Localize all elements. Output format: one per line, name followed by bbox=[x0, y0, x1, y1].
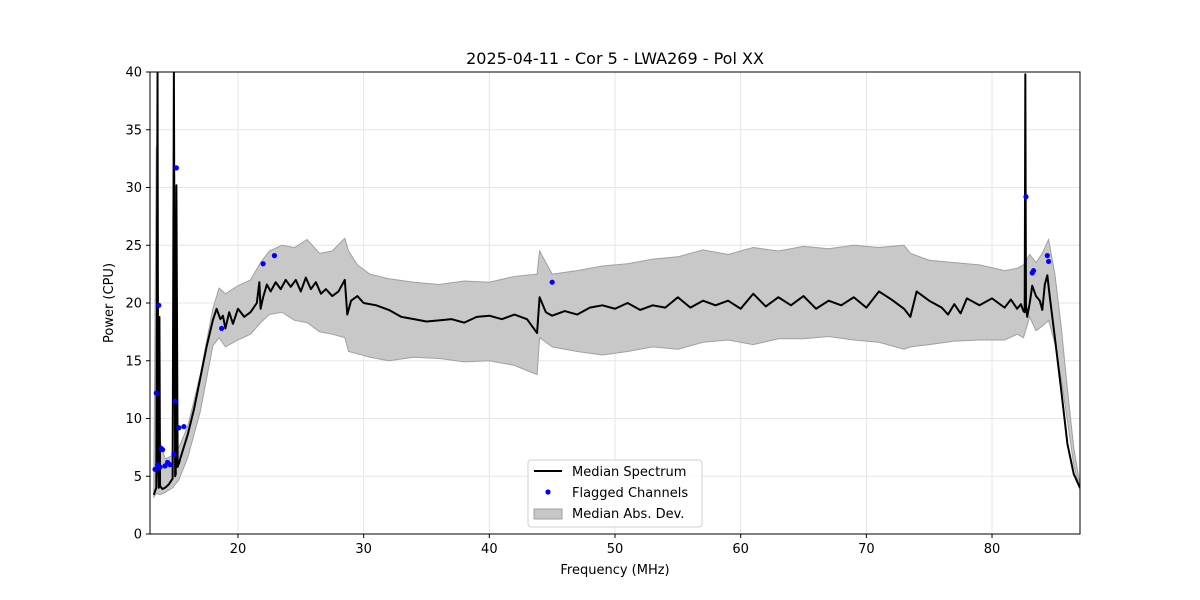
legend-mad-swatch bbox=[533, 508, 563, 520]
flagged-channel-point bbox=[1023, 194, 1029, 200]
y-tick-label: 35 bbox=[125, 123, 142, 138]
x-tick-label: 50 bbox=[607, 542, 624, 557]
y-tick-label: 40 bbox=[125, 66, 142, 81]
flagged-channel-point bbox=[1045, 258, 1052, 265]
flagged-channel-point bbox=[173, 165, 179, 171]
y-tick-label: 15 bbox=[125, 354, 142, 369]
flagged-channel-point bbox=[549, 279, 555, 285]
y-axis: 0 5 10 15 20 25 30 35 40 bbox=[125, 66, 150, 543]
legend-flagged-label: Flagged Channels bbox=[572, 486, 688, 501]
y-tick-label: 30 bbox=[125, 181, 142, 196]
x-tick-label: 70 bbox=[858, 542, 875, 557]
flagged-channel-point bbox=[153, 390, 159, 396]
y-tick-label: 25 bbox=[125, 239, 142, 254]
x-axis-label: Frequency (MHz) bbox=[560, 563, 669, 578]
flagged-channel-point bbox=[172, 398, 178, 404]
flagged-channel-point bbox=[219, 325, 225, 332]
flagged-channel-point bbox=[171, 451, 177, 457]
flagged-channel-point bbox=[157, 464, 163, 470]
flagged-channel-point bbox=[260, 261, 266, 267]
y-tick-label: 10 bbox=[125, 412, 142, 427]
flagged-channel-point bbox=[1044, 253, 1050, 259]
x-tick-label: 80 bbox=[984, 542, 1001, 557]
legend-mad-label: Median Abs. Dev. bbox=[572, 507, 684, 522]
plot-area bbox=[152, 72, 1080, 499]
y-tick-label: 0 bbox=[134, 528, 142, 543]
y-axis-label: Power (CPU) bbox=[102, 263, 117, 343]
y-tick-label: 5 bbox=[134, 470, 142, 485]
y-tick-label: 20 bbox=[125, 297, 142, 312]
flagged-channel-point bbox=[176, 425, 182, 431]
flagged-channel-point bbox=[152, 466, 158, 472]
legend: Median Spectrum Flagged Channels Median … bbox=[527, 459, 703, 528]
median-spectrum-line bbox=[152, 72, 1080, 496]
mad-band bbox=[153, 147, 1080, 499]
legend-flagged-swatch bbox=[545, 489, 551, 495]
legend-box bbox=[527, 459, 703, 528]
x-tick-label: 20 bbox=[230, 542, 247, 557]
flagged-channel-point bbox=[159, 447, 166, 453]
x-tick-label: 40 bbox=[481, 542, 498, 557]
chart-title: 2025-04-11 - Cor 5 - LWA269 - Pol XX bbox=[466, 49, 764, 68]
legend-median-label: Median Spectrum bbox=[572, 465, 686, 480]
flagged-channels-points bbox=[152, 165, 1052, 472]
x-tick-label: 60 bbox=[732, 542, 749, 557]
x-tick-label: 30 bbox=[355, 542, 372, 557]
flagged-channel-point bbox=[271, 253, 278, 259]
flagged-channel-point bbox=[181, 423, 187, 430]
flagged-channel-point bbox=[1030, 268, 1037, 274]
flagged-channel-point bbox=[167, 462, 173, 468]
flagged-channel-point bbox=[156, 302, 162, 308]
x-axis: 20 30 40 50 60 70 80 bbox=[230, 534, 1001, 557]
